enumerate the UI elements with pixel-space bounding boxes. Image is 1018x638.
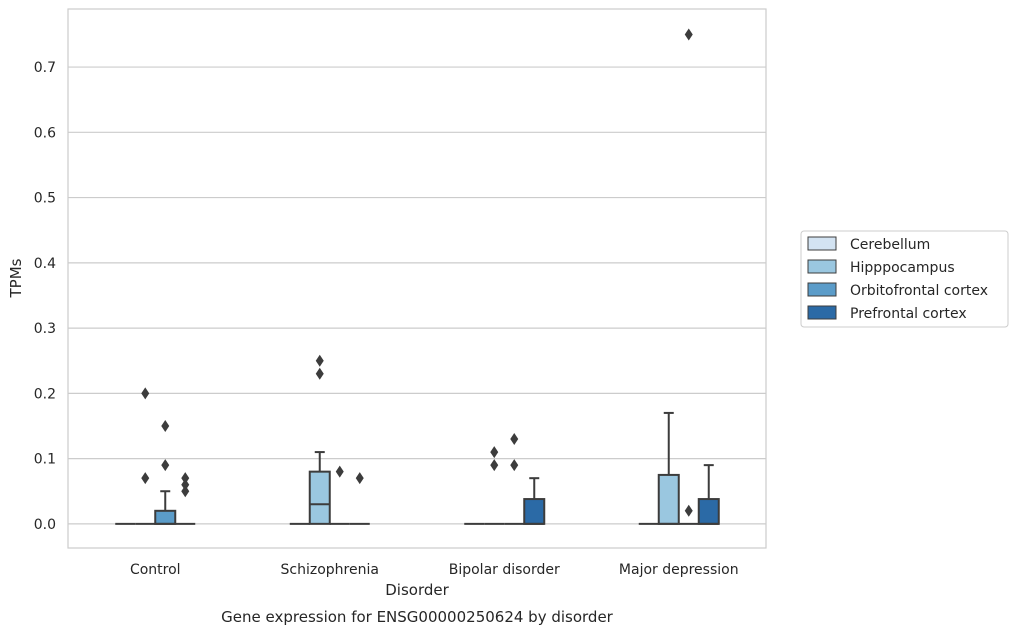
legend-swatch <box>807 236 837 251</box>
x-axis-ticks: Control Schizophrenia Bipolar disorder Majo… <box>130 562 739 578</box>
outlier-point <box>684 504 693 517</box>
legend-item: Cerebellum <box>807 236 930 253</box>
category-group <box>464 433 546 525</box>
outlier-point <box>315 354 324 367</box>
legend-label: Hipppocampus <box>850 260 955 276</box>
box-hipppocampus <box>484 446 505 525</box>
legend-label: Prefrontal cortex <box>850 306 967 322</box>
outlier-point <box>490 459 499 472</box>
outlier-point <box>335 465 344 478</box>
box-prefrontal-cortex <box>697 464 720 525</box>
box-rect <box>308 470 331 525</box>
legend-item: Orbitofrontal cortex <box>807 282 988 299</box>
outlier-point <box>161 419 170 432</box>
chart-title: Gene expression for ENSG00000250624 by d… <box>221 608 614 626</box>
legend-item: Hipppocampus <box>807 259 955 276</box>
y-axis-ticks: 0.0 0.1 0.2 0.3 0.4 0.5 0.6 0.7 <box>34 60 56 533</box>
category-group <box>115 387 196 525</box>
outlier-point <box>490 446 499 459</box>
category-group <box>289 354 370 525</box>
outlier-point <box>141 387 150 400</box>
outlier-point <box>315 367 324 380</box>
outlier-point <box>181 478 190 491</box>
outlier-point <box>141 472 150 485</box>
outlier-point <box>181 472 190 485</box>
box-hipppocampus <box>135 387 156 525</box>
box-rect <box>523 498 546 525</box>
box-rect <box>697 498 720 525</box>
legend-item: Prefrontal cortex <box>807 305 967 322</box>
x-tick-label: Control <box>130 562 181 578</box>
box-rect <box>657 473 680 525</box>
box-prefrontal-cortex <box>175 472 196 525</box>
outlier-point <box>161 459 170 472</box>
legend: Cerebellum Hipppocampus Orbitofrontal cort… <box>800 230 1009 328</box>
y-tick-label: 0.6 <box>34 125 56 141</box>
legend-label: Cerebellum <box>850 237 930 253</box>
y-tick-label: 0.7 <box>34 60 56 76</box>
legend-swatch <box>807 282 837 297</box>
x-tick-label: Major depression <box>619 562 739 578</box>
category-group <box>638 28 720 525</box>
x-tick-label: Schizophrenia <box>281 562 379 578</box>
box-groups <box>115 28 720 525</box>
outlier-point <box>684 28 693 41</box>
box-rect <box>154 509 177 525</box>
box-orbitofrontal-cortex <box>504 433 525 525</box>
y-tick-label: 0.4 <box>34 256 56 272</box>
y-tick-label: 0.1 <box>34 452 56 468</box>
box-prefrontal-cortex <box>523 477 546 525</box>
box-orbitofrontal-cortex <box>329 465 350 525</box>
box-orbitofrontal-cortex <box>154 419 177 525</box>
box-hipppocampus <box>308 354 331 525</box>
box-hipppocampus <box>657 411 680 525</box>
y-tick-label: 0.5 <box>34 191 56 207</box>
x-tick-label: Bipolar disorder <box>449 562 560 578</box>
outlier-point <box>355 472 364 485</box>
plot-frame <box>67 8 767 549</box>
y-tick-label: 0.2 <box>34 386 56 402</box>
y-tick-label: 0.3 <box>34 321 56 337</box>
x-axis-label: Disorder <box>385 581 449 599</box>
grid-lines <box>68 66 766 525</box>
outlier-point <box>510 433 519 446</box>
box-prefrontal-cortex <box>349 472 370 525</box>
legend-swatch <box>807 305 837 320</box>
y-axis-label: TPMs <box>7 258 25 298</box>
legend-swatch <box>807 259 837 274</box>
legend-label: Orbitofrontal cortex <box>850 283 988 299</box>
outlier-point <box>181 485 190 498</box>
outlier-point <box>510 459 519 472</box>
y-tick-label: 0.0 <box>34 517 56 533</box>
box-orbitofrontal-cortex <box>678 28 699 525</box>
legend-frame <box>800 230 1009 328</box>
